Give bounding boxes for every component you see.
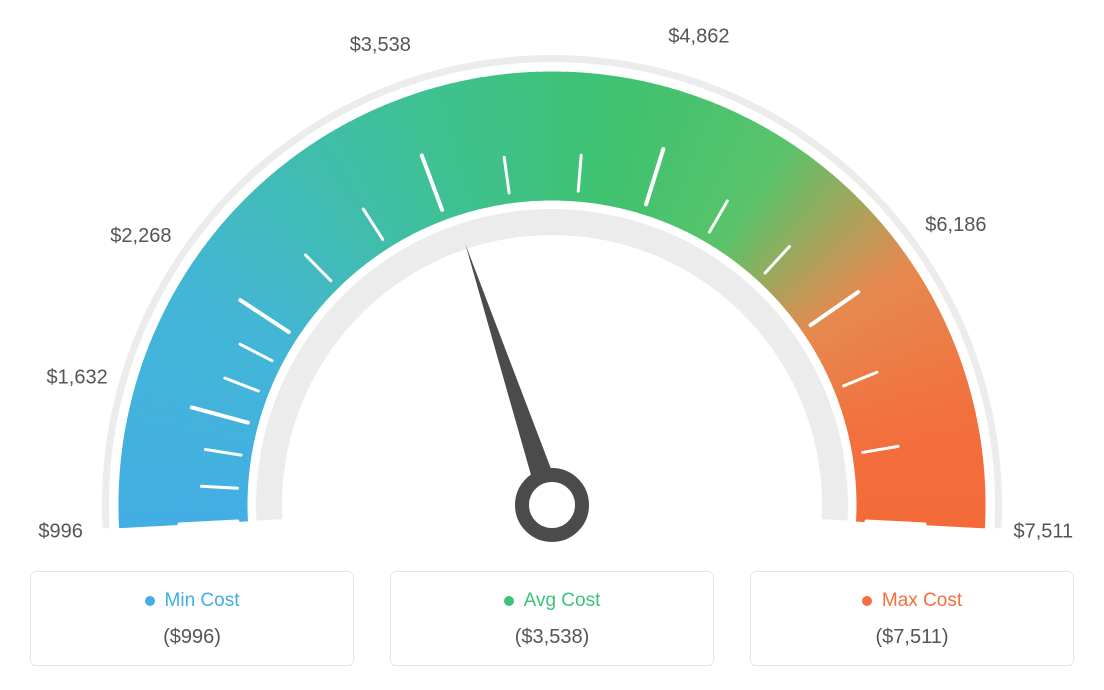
legend-title-avg: Avg Cost (504, 590, 601, 612)
legend-value-max: ($7,511) (761, 626, 1063, 649)
gauge-scale-label: $4,862 (668, 25, 729, 47)
gauge-scale-label: $1,632 (47, 366, 108, 388)
legend-row: Min Cost ($996) Avg Cost ($3,538) Max Co… (0, 571, 1104, 666)
legend-card-max: Max Cost ($7,511) (750, 571, 1074, 666)
gauge-scale-label: $2,268 (110, 225, 171, 247)
legend-label-min: Min Cost (165, 590, 240, 612)
legend-card-avg: Avg Cost ($3,538) (390, 571, 714, 666)
legend-value-avg: ($3,538) (401, 626, 703, 649)
legend-dot-min (145, 596, 155, 606)
gauge-chart: $996 $1,632 $2,268 $3,538 $4,862 $6,186 $7,511 (0, 0, 1104, 560)
gauge-scale-label: $6,186 (925, 214, 986, 236)
legend-dot-max (862, 596, 872, 606)
legend-title-min: Min Cost (145, 590, 240, 612)
legend-label-max: Max Cost (882, 590, 962, 612)
gauge-svg: $996 $1,632 $2,268 $3,538 $4,862 $6,186 $7,511 (0, 0, 1104, 560)
legend-label-avg: Avg Cost (524, 590, 601, 612)
gauge-scale-label: $3,538 (350, 34, 411, 56)
legend-title-max: Max Cost (862, 590, 962, 612)
legend-value-min: ($996) (41, 626, 343, 649)
legend-dot-avg (504, 596, 514, 606)
gauge-color-arc (119, 72, 985, 528)
gauge-needle-hub (522, 475, 582, 535)
legend-card-min: Min Cost ($996) (30, 571, 354, 666)
gauge-scale-label: $996 (38, 521, 83, 543)
gauge-scale-label: $7,511 (1013, 521, 1073, 543)
